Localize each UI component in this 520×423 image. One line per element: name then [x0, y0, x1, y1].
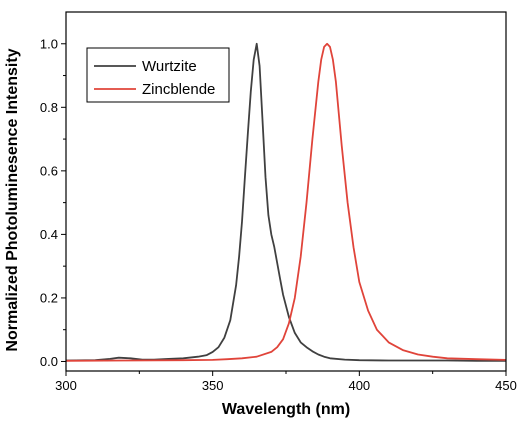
legend-label-zincblende: Zincblende: [142, 81, 215, 98]
y-axis-title: Normalized Photoluminesence Intensity: [4, 48, 21, 351]
series-line-zincblende: [65, 42, 507, 362]
y-tick-label: 0.6: [40, 163, 58, 178]
series-layer: [65, 42, 507, 362]
y-tick-label: 0.8: [40, 100, 58, 115]
series-line-wurtzite: [65, 42, 506, 362]
y-tick-label: 1.0: [40, 36, 58, 51]
x-tick-label: 400: [348, 378, 370, 393]
axes-layer: 300 350 400 450 0.0 0.2 0.4 0.6 0.8 1.0: [40, 11, 517, 393]
x-tick-label: 300: [55, 378, 77, 393]
y-tick-label: 0.4: [40, 227, 58, 242]
y-tick-label: 0.0: [40, 354, 58, 369]
x-axis-title: Wavelength (nm): [222, 401, 350, 418]
legend-label-wurtzite: Wurtzite: [142, 58, 197, 75]
legend: Wurtzite Zincblende: [86, 47, 230, 103]
x-tick-label: 350: [202, 378, 224, 393]
x-tick-label: 450: [495, 378, 517, 393]
legend-box: [86, 47, 230, 103]
y-tick-label: 0.2: [40, 290, 58, 305]
